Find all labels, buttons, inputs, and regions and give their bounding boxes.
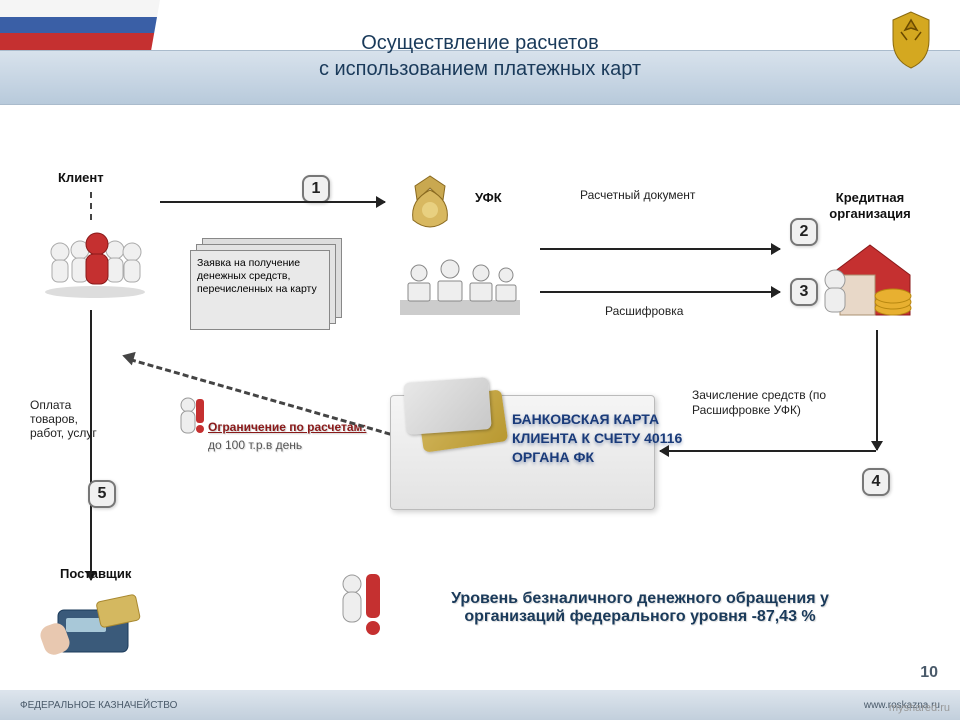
call-center-icon: [400, 245, 520, 320]
arrow-2: [540, 248, 780, 250]
dashed-arrow-head: [120, 349, 135, 366]
footer-left: ФЕДЕРАЛЬНОЕ КАЗНАЧЕЙСТВО: [20, 700, 177, 711]
footer-bar: ФЕДЕРАЛЬНОЕ КАЗНАЧЕЙСТВО www.roskazna.ru: [0, 690, 960, 720]
bank-cards-icon: [400, 375, 510, 445]
card-panel-text: БАНКОВСКАЯ КАРТА КЛИЕНТА К СЧЕТУ 40116 О…: [512, 410, 692, 467]
page-number: 10: [920, 664, 938, 682]
slide-title: Осуществление расчетов с использованием …: [0, 30, 960, 82]
arrow-client-down: [90, 310, 92, 580]
step-badge-5: 5: [88, 480, 116, 508]
summary-text: Уровень безналичного денежного обращения…: [400, 590, 880, 626]
label-payment: Оплата товаров, работ, услуг: [30, 398, 110, 440]
step-badge-4: 4: [862, 468, 890, 496]
people-group-icon: [40, 220, 150, 300]
connector-dashed: [90, 192, 92, 220]
arrow-1: [160, 201, 385, 203]
ufk-emblem-icon: [395, 170, 465, 240]
request-doc-stack: Заявка на получение денежных средств, пе…: [190, 238, 340, 328]
step-badge-3: 3: [790, 278, 818, 306]
limit-value: до 100 т.р.в день: [208, 438, 373, 452]
request-doc-text: Заявка на получение денежных средств, пе…: [190, 250, 330, 330]
title-line1: Осуществление расчетов: [361, 32, 599, 54]
label-client: Клиент: [58, 170, 104, 185]
label-credit-org: Кредитная организация: [810, 190, 930, 221]
label-crediting: Зачисление средств (по Расшифровке УФК): [692, 388, 862, 418]
exclaim-big-icon: [330, 570, 390, 650]
step-badge-1: 1: [302, 175, 330, 203]
label-decoding: Расшифровка: [605, 304, 683, 318]
bank-icon: [815, 240, 920, 325]
arrow-4-v: [876, 330, 878, 450]
arrow-4-h: [660, 450, 876, 452]
title-line2: с использованием платежных карт: [319, 58, 641, 80]
limit-box: Ограничение по расчетам: до 100 т.р.в де…: [208, 420, 373, 452]
label-supplier: Поставщик: [60, 566, 131, 581]
pos-terminal-icon: [38, 590, 148, 660]
label-ufk: УФК: [475, 190, 502, 205]
exclaim-figure-icon: [170, 395, 208, 455]
label-settlement-doc: Расчетный документ: [580, 188, 695, 202]
step-badge-2: 2: [790, 218, 818, 246]
arrow-3: [540, 291, 780, 293]
watermark: myshared.ru: [889, 702, 950, 714]
